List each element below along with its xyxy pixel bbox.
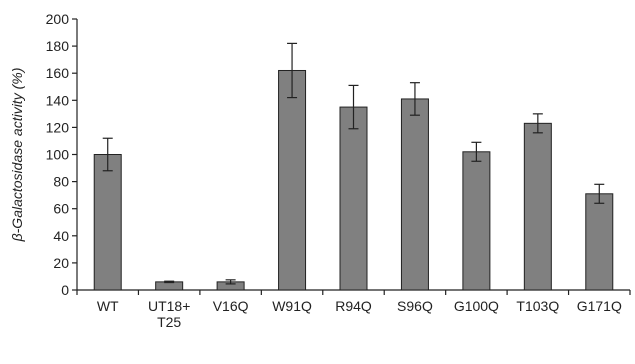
x-tick-label: W91Q [272,298,312,314]
y-tick-label: 0 [61,282,69,298]
y-axis-title: β-Galactosidase activity (%) [9,68,25,243]
y-tick-label: 200 [46,11,70,27]
error-bar [102,137,113,172]
x-tick-label: T103Q [516,298,559,314]
error-bar [287,42,298,99]
y-axis: 0 20 40 60 80 100 120 140 160 180 200 [46,11,78,298]
error-bar [594,183,605,204]
x-tick-label: R94Q [335,298,372,314]
y-tick-label: 120 [46,119,70,135]
error-bar [348,84,359,130]
error-bar [409,82,420,116]
y-tick-label: 180 [46,38,70,54]
x-tick-label: WT [97,298,119,314]
error-bars [102,42,605,285]
error-bar [164,280,175,284]
x-tick-label: G100Q [454,298,499,314]
y-tick-label: 160 [46,65,70,81]
x-tick-label: V16Q [213,298,249,314]
error-bar [471,141,482,162]
x-axis [76,289,631,295]
bar-g100q [462,151,491,291]
y-tick-label: 40 [53,228,69,244]
error-bar [225,279,236,285]
bar-s96q [400,98,429,291]
y-tick-label: 100 [46,147,70,163]
bar-w91q [278,69,307,291]
bar-t103q [523,122,552,291]
x-tick-label: UT18+ T25 [148,298,190,330]
bar-r94q [339,106,368,291]
error-bar [532,113,543,134]
bar-g171q [585,193,614,291]
y-axis-label: β-Galactosidase activity (%) [9,68,25,243]
bar-wt [93,154,122,291]
x-tick-label: S96Q [397,298,433,314]
y-tick-label: 20 [53,255,69,271]
y-tick-label: 140 [46,92,70,108]
x-tick-label: G171Q [577,298,622,314]
y-tick-label: 80 [53,174,69,190]
y-tick-label: 60 [53,201,69,217]
x-tick-labels: WT UT18+ T25 V16Q W91Q R94Q S96Q G100Q T103Q G171… [97,298,622,330]
